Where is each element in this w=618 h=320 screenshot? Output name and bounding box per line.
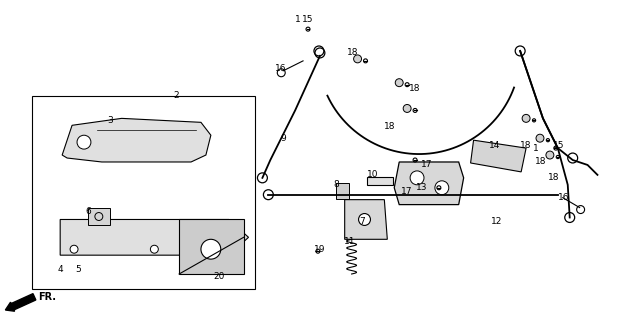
Circle shape	[403, 105, 411, 112]
Text: 15: 15	[553, 140, 565, 150]
Bar	[32, 96, 255, 289]
Circle shape	[546, 151, 554, 159]
Circle shape	[358, 213, 370, 225]
Text: 18: 18	[548, 173, 560, 182]
Circle shape	[536, 134, 544, 142]
Text: 17: 17	[401, 187, 413, 196]
Circle shape	[435, 181, 449, 195]
Text: 4: 4	[57, 265, 63, 274]
Text: 3: 3	[107, 116, 112, 125]
Text: 2: 2	[174, 91, 179, 100]
Text: 18: 18	[409, 84, 421, 93]
Text: 5: 5	[75, 265, 81, 274]
Polygon shape	[60, 220, 248, 255]
Bar	[88, 208, 110, 225]
Text: 10: 10	[366, 170, 378, 180]
Circle shape	[77, 135, 91, 149]
Text: 11: 11	[344, 237, 355, 246]
Text: 16: 16	[274, 64, 286, 73]
Text: 19: 19	[314, 245, 326, 254]
Text: 18: 18	[384, 122, 395, 131]
Text: 13: 13	[417, 183, 428, 192]
Text: 18: 18	[535, 157, 547, 166]
Text: 1: 1	[295, 15, 301, 24]
Circle shape	[396, 79, 403, 87]
Text: 9: 9	[281, 134, 286, 143]
Polygon shape	[470, 140, 526, 172]
Bar	[368, 177, 393, 185]
Text: 6: 6	[85, 207, 91, 216]
Text: 7: 7	[360, 217, 365, 226]
Circle shape	[150, 245, 158, 253]
Text: 20: 20	[213, 272, 224, 282]
Circle shape	[201, 239, 221, 259]
Text: 14: 14	[489, 140, 500, 150]
Text: 15: 15	[302, 15, 314, 24]
Text: FR.: FR.	[38, 292, 56, 302]
Text: 17: 17	[421, 160, 433, 170]
Circle shape	[353, 55, 362, 63]
Circle shape	[522, 114, 530, 122]
Text: 12: 12	[491, 217, 502, 226]
Text: 18: 18	[520, 140, 532, 150]
Text: 16: 16	[558, 193, 570, 202]
Bar	[179, 220, 243, 274]
Polygon shape	[394, 162, 464, 204]
FancyArrow shape	[6, 294, 36, 311]
Polygon shape	[345, 200, 387, 239]
Text: 18: 18	[347, 48, 358, 57]
Text: 8: 8	[333, 180, 339, 189]
Circle shape	[410, 171, 424, 185]
Bar	[336, 183, 349, 199]
Circle shape	[70, 245, 78, 253]
Text: 1: 1	[533, 144, 539, 153]
Polygon shape	[62, 118, 211, 162]
